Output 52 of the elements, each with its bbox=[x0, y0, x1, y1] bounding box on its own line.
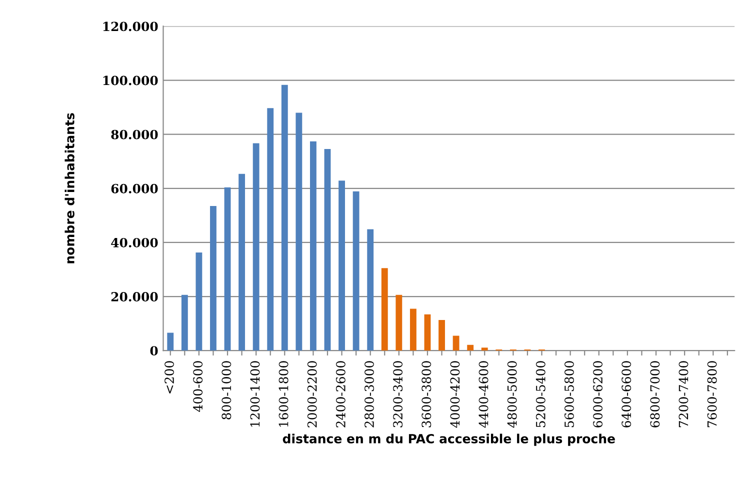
bar bbox=[281, 84, 288, 351]
bar bbox=[438, 320, 445, 351]
y-tick-label: 40.000 bbox=[111, 238, 158, 248]
bar bbox=[252, 143, 260, 351]
x-tick-label: 4000-4200 bbox=[450, 361, 460, 428]
x-tick-label: 1600-1800 bbox=[278, 361, 288, 427]
x-tick-label: 4800-5000 bbox=[507, 361, 517, 428]
bar bbox=[238, 174, 246, 351]
bar bbox=[324, 148, 331, 351]
bar bbox=[410, 308, 416, 351]
x-tick-label: 1200-1400 bbox=[250, 361, 260, 427]
bar bbox=[381, 268, 388, 351]
x-tick-label: <200 bbox=[164, 361, 174, 394]
y-axis-title: nombre d'inhabitants bbox=[64, 113, 74, 264]
x-tick-label: 4400-4600 bbox=[478, 361, 488, 428]
x-tick-label: 5600-5800 bbox=[564, 361, 574, 428]
x-tick-label: 3200-3400 bbox=[393, 361, 403, 428]
y-tick-label: 120.000 bbox=[103, 22, 158, 32]
y-tick-label: 0 bbox=[150, 346, 158, 356]
y-tick-label: 80.000 bbox=[111, 130, 158, 140]
x-tick-label: 7600-7800 bbox=[707, 361, 717, 428]
bar bbox=[452, 336, 460, 351]
x-tick-label: 2800-3000 bbox=[364, 361, 374, 428]
bar bbox=[296, 112, 302, 351]
x-axis-title: distance en m du PAC accessible le plus proche bbox=[282, 434, 615, 446]
bar bbox=[196, 252, 202, 351]
bar bbox=[424, 314, 431, 351]
y-tick-label: 60.000 bbox=[111, 184, 158, 194]
bar bbox=[181, 294, 188, 351]
x-tick-label: 6800-7000 bbox=[650, 361, 660, 428]
bar bbox=[367, 229, 374, 351]
x-tick-label: 2000-2200 bbox=[307, 361, 317, 428]
x-tick-label: 2400-2600 bbox=[336, 361, 346, 428]
bar bbox=[338, 180, 345, 351]
x-tick-label: 400-600 bbox=[193, 361, 203, 412]
bar bbox=[310, 141, 316, 351]
x-tick-label: 6000-6200 bbox=[593, 361, 603, 428]
bar bbox=[224, 187, 231, 351]
y-tick-label: 20.000 bbox=[111, 292, 158, 302]
bar bbox=[267, 108, 274, 351]
x-tick-label: 6400-6600 bbox=[622, 361, 632, 428]
x-tick-label: 800-1000 bbox=[222, 361, 232, 420]
x-tick-label: 3600-3800 bbox=[422, 361, 432, 428]
bar bbox=[467, 344, 474, 351]
bar bbox=[396, 294, 402, 351]
bar bbox=[352, 191, 360, 351]
bar bbox=[210, 206, 216, 351]
bar bbox=[481, 348, 488, 351]
bar bbox=[167, 332, 174, 351]
x-tick-label: 5200-5400 bbox=[536, 361, 546, 428]
x-tick-label: 7200-7400 bbox=[678, 361, 688, 428]
y-tick-label: 100.000 bbox=[103, 76, 158, 86]
